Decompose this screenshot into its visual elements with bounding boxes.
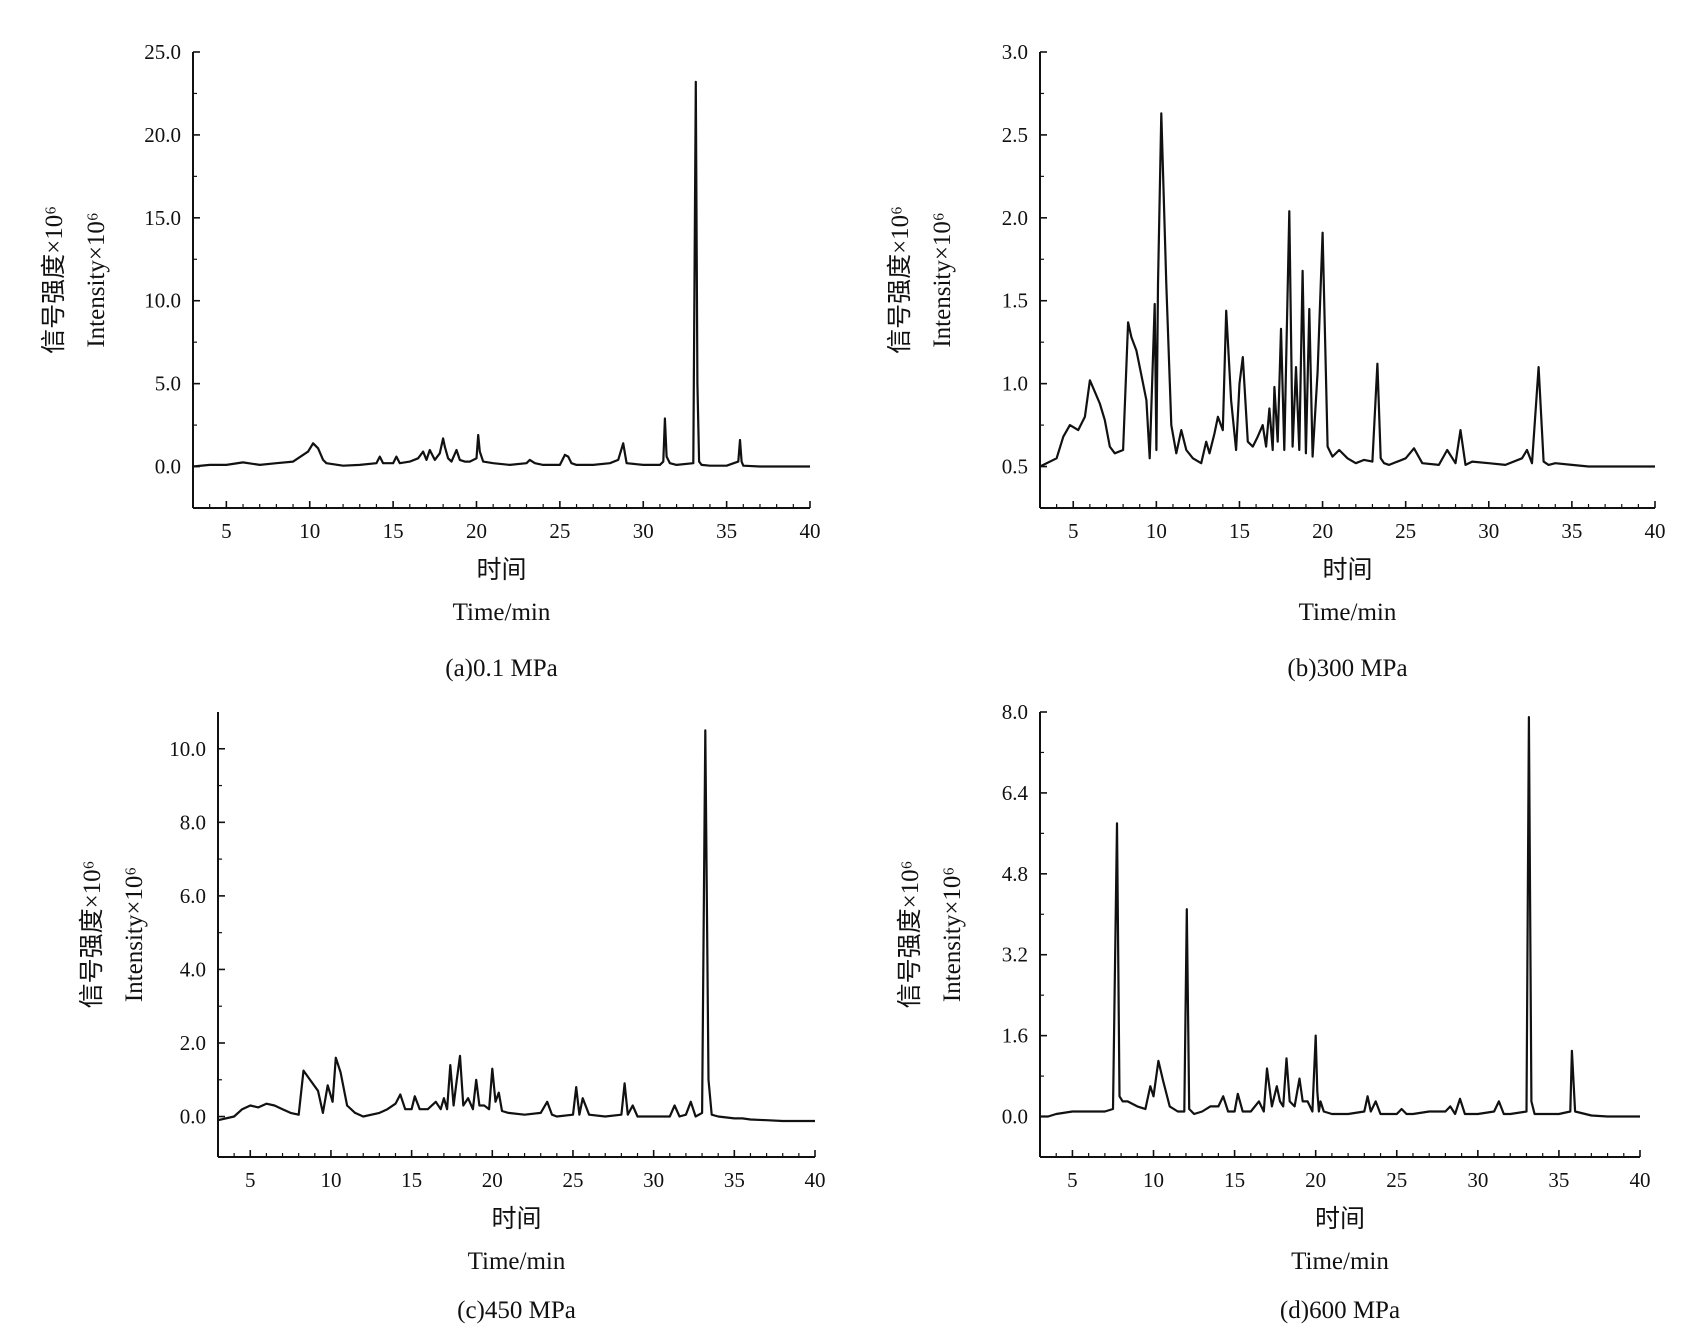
x-tick-label: 10 xyxy=(320,1168,341,1192)
x-tick-label: 35 xyxy=(724,1168,745,1192)
y-tick-label: 10.0 xyxy=(144,289,181,313)
x-tick-label: 40 xyxy=(1630,1168,1651,1192)
x-axis-label-en: Time/min xyxy=(1291,1248,1389,1275)
x-tick-label: 20 xyxy=(1305,1168,1326,1192)
y-axis-label-zh: 信号强度×10⁶ xyxy=(896,861,924,1009)
x-tick-label: 25 xyxy=(549,519,570,543)
x-axis-label-en: Time/min xyxy=(468,1248,566,1275)
x-tick-label: 40 xyxy=(805,1168,826,1192)
x-axis-label-zh: 时间 xyxy=(491,1205,541,1233)
x-tick-label: 5 xyxy=(245,1168,256,1192)
y-axis-label-zh: 信号强度×10⁶ xyxy=(78,861,106,1009)
x-tick-label: 15 xyxy=(401,1168,422,1192)
series-line xyxy=(217,729,815,1123)
y-tick-label: 8.0 xyxy=(180,810,206,834)
y-tick-label: 6.4 xyxy=(1002,781,1029,805)
y-tick-label: 0.0 xyxy=(155,455,181,479)
y-tick-label: 0.5 xyxy=(1002,455,1028,479)
x-tick-label: 25 xyxy=(562,1168,583,1192)
y-tick-label: 3.0 xyxy=(1002,40,1028,64)
panel-caption: (b)300 MPa xyxy=(1287,655,1407,682)
x-tick-label: 5 xyxy=(1067,1168,1078,1192)
x-tick-label: 25 xyxy=(1395,519,1416,543)
y-tick-label: 15.0 xyxy=(144,206,181,230)
y-tick-label: 0.0 xyxy=(1002,1105,1028,1129)
x-tick-label: 10 xyxy=(1146,519,1167,543)
x-tick-label: 15 xyxy=(1229,519,1250,543)
y-tick-label: 20.0 xyxy=(144,123,181,147)
y-tick-label: 5.0 xyxy=(155,372,181,396)
y-tick-label: 3.2 xyxy=(1002,943,1028,967)
series-line xyxy=(192,80,810,468)
y-tick-label: 10.0 xyxy=(169,737,206,761)
panel-caption: (c)450 MPa xyxy=(457,1297,576,1324)
chart-panel-0: 5 10 15 20 25 30 35 40 0.0 5.0 10.0 15.0 20.0 25.0 时间 T… xyxy=(40,40,821,682)
x-tick-label: 40 xyxy=(800,519,821,543)
x-tick-label: 15 xyxy=(1224,1168,1245,1192)
x-tick-label: 5 xyxy=(1068,519,1079,543)
y-axis-label-zh: 信号强度×10⁶ xyxy=(40,206,68,354)
x-axis-label-en: Time/min xyxy=(453,599,551,626)
y-axis-label-en: Intensity×10⁶ xyxy=(939,867,966,1002)
x-tick-label: 10 xyxy=(299,519,320,543)
panel-caption: (d)600 MPa xyxy=(1280,1297,1400,1324)
y-tick-label: 1.5 xyxy=(1002,289,1028,313)
x-tick-label: 20 xyxy=(1312,519,1333,543)
panel-caption: (a)0.1 MPa xyxy=(445,655,557,682)
y-axis-label-en: Intensity×10⁶ xyxy=(83,212,110,347)
y-tick-label: 2.0 xyxy=(1002,206,1028,230)
x-axis-label-en: Time/min xyxy=(1299,599,1397,626)
x-axis-label-zh: 时间 xyxy=(476,556,526,584)
series-line xyxy=(1039,112,1655,468)
y-tick-label: 1.0 xyxy=(1002,372,1028,396)
x-tick-label: 30 xyxy=(1467,1168,1488,1192)
x-tick-label: 35 xyxy=(716,519,737,543)
y-axis-label-en: Intensity×10⁶ xyxy=(121,867,148,1002)
y-tick-label: 25.0 xyxy=(144,40,181,64)
x-tick-label: 40 xyxy=(1645,519,1666,543)
y-tick-label: 2.5 xyxy=(1002,123,1028,147)
x-tick-label: 30 xyxy=(643,1168,664,1192)
x-tick-label: 20 xyxy=(482,1168,503,1192)
x-axis-label-zh: 时间 xyxy=(1315,1205,1365,1233)
y-tick-label: 2.0 xyxy=(180,1031,206,1055)
x-tick-label: 15 xyxy=(383,519,404,543)
chart-panel-2: 5 10 15 20 25 30 35 40 0.0 2.0 4.0 6.0 8.0 10.0 时间 Time… xyxy=(78,712,826,1324)
y-tick-label: 0.0 xyxy=(180,1105,206,1129)
x-tick-label: 30 xyxy=(633,519,654,543)
y-tick-label: 1.6 xyxy=(1002,1024,1028,1048)
y-axis-label-en: Intensity×10⁶ xyxy=(929,212,956,347)
chart-panel-3: 5 10 15 20 25 30 35 40 0.0 1.6 3.2 4.8 6.4 8.0 时间 Time/… xyxy=(896,700,1651,1324)
y-tick-label: 4.8 xyxy=(1002,862,1028,886)
x-axis-label-zh: 时间 xyxy=(1322,556,1372,584)
x-tick-label: 30 xyxy=(1478,519,1499,543)
y-tick-label: 4.0 xyxy=(180,957,206,981)
x-tick-label: 35 xyxy=(1548,1168,1569,1192)
y-tick-label: 8.0 xyxy=(1002,700,1028,724)
x-tick-label: 10 xyxy=(1143,1168,1164,1192)
chart-panel-1: 5 10 15 20 25 30 35 40 0.5 1.0 1.5 2.0 2.5 3.0 时间 Time/… xyxy=(886,40,1666,682)
series-line xyxy=(1040,716,1640,1118)
y-axis-label-zh: 信号强度×10⁶ xyxy=(886,206,914,354)
x-tick-label: 20 xyxy=(466,519,487,543)
x-tick-label: 25 xyxy=(1386,1168,1407,1192)
x-tick-label: 5 xyxy=(221,519,232,543)
y-tick-label: 6.0 xyxy=(180,884,206,908)
x-tick-label: 35 xyxy=(1561,519,1582,543)
